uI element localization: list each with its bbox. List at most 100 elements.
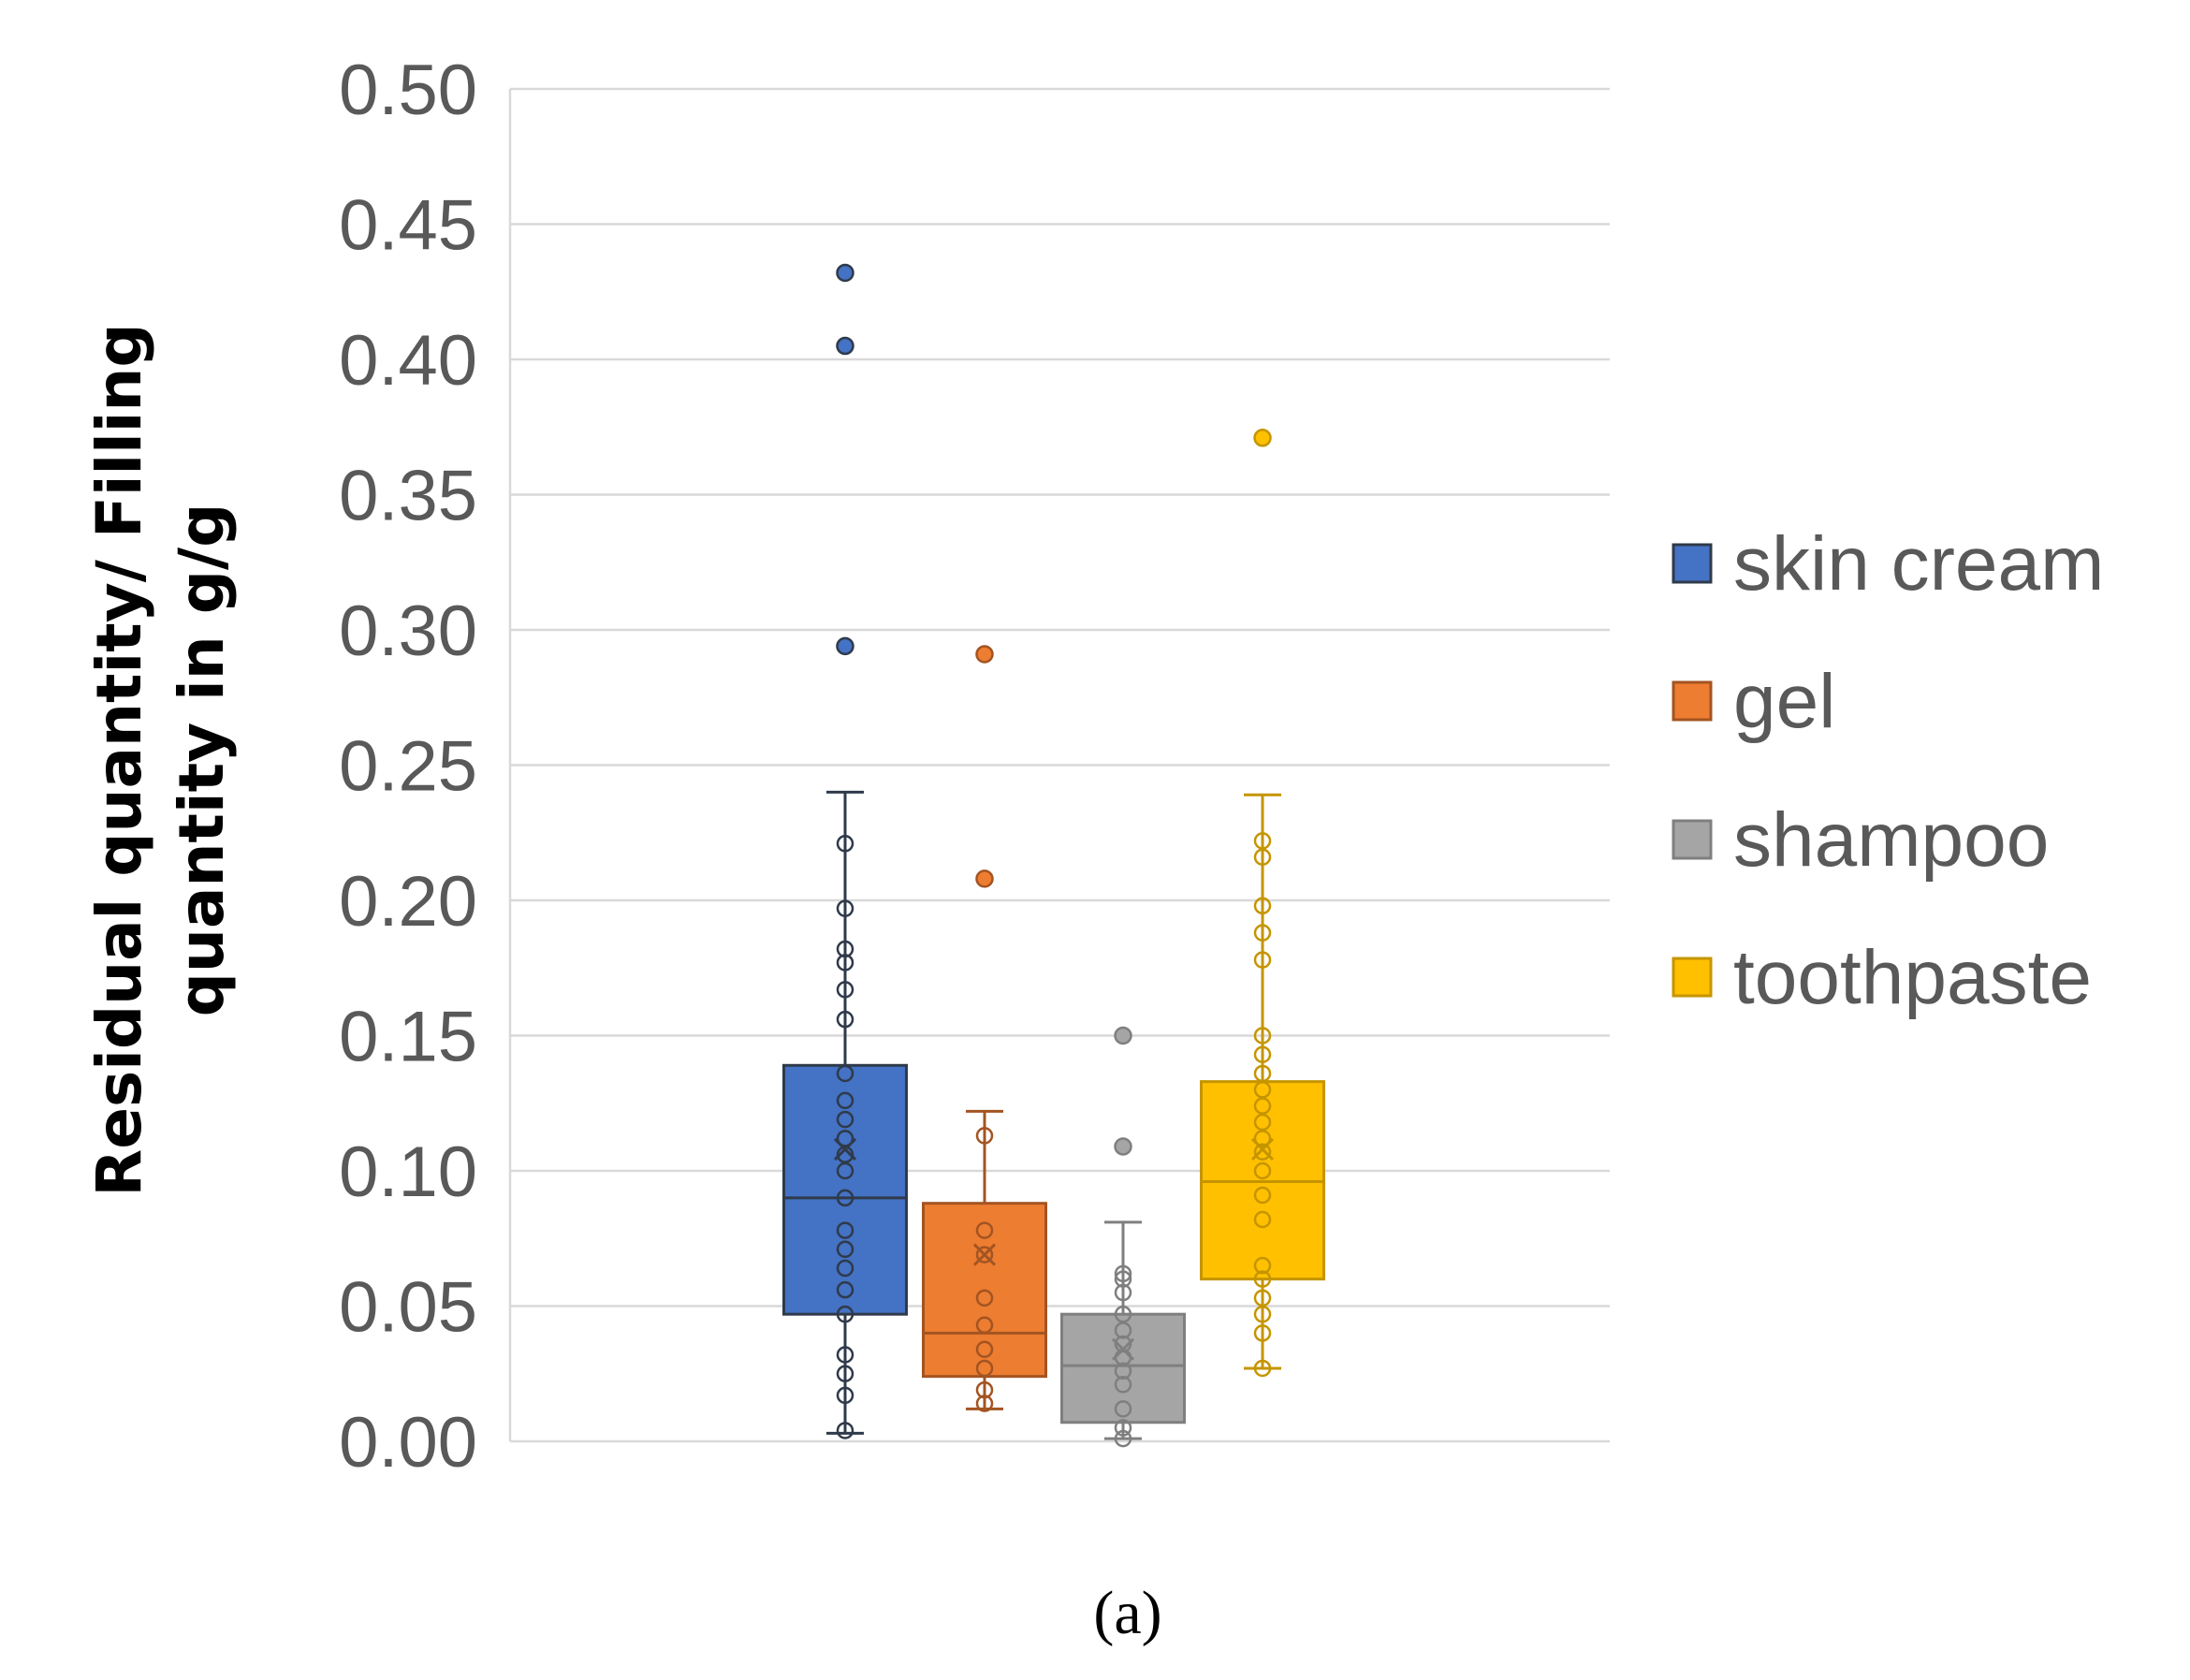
mean-marker-stroke <box>972 1243 997 1266</box>
data-point <box>836 954 854 971</box>
iqr-box <box>1060 1312 1186 1424</box>
y-tick-label: 0.15 <box>339 998 477 1077</box>
y-axis-title: Residual quantity/ Filling quantity in g/… <box>83 323 238 1196</box>
data-point <box>975 1395 994 1412</box>
data-point <box>975 1221 994 1239</box>
data-point <box>975 1127 994 1145</box>
y-tick-label: 0.30 <box>339 592 477 671</box>
data-point <box>1114 1362 1132 1381</box>
data-point <box>1253 951 1272 969</box>
data-point <box>1253 1270 1272 1288</box>
data-point <box>836 1346 854 1364</box>
data-point <box>836 940 854 958</box>
legend-swatch <box>1672 957 1713 998</box>
data-point <box>836 1010 854 1029</box>
legend-label: skin cream <box>1733 521 2104 606</box>
legend-swatch <box>1672 819 1713 860</box>
box-gel <box>922 645 1047 1412</box>
y-tick-label: 0.00 <box>339 1403 477 1483</box>
data-point <box>1253 848 1272 867</box>
data-point <box>1253 832 1272 850</box>
y-axis-ticks: 0.00 0.05 0.10 0.15 0.20 0.25 0.30 0.35 0.40 0.45… <box>339 51 477 1483</box>
data-point <box>836 1221 854 1239</box>
data-point <box>836 899 854 917</box>
outlier-point <box>1114 1137 1132 1156</box>
data-point <box>836 1189 854 1207</box>
legend-label: toothpaste <box>1733 935 2092 1020</box>
data-point <box>836 1259 854 1278</box>
data-point <box>1253 1256 1272 1275</box>
data-point <box>1253 1210 1272 1229</box>
mean-marker-stroke <box>833 1137 857 1161</box>
data-point <box>1253 1289 1272 1307</box>
data-point <box>1114 1270 1132 1288</box>
mean-marker <box>1111 1337 1135 1361</box>
data-point <box>1253 1081 1272 1099</box>
box-series <box>782 263 1325 1448</box>
data-point <box>836 1305 854 1323</box>
data-point <box>1114 1305 1132 1323</box>
data-point <box>1253 1113 1272 1132</box>
outlier-point <box>975 645 994 664</box>
data-point <box>1253 1324 1272 1342</box>
y-tick-label: 0.20 <box>339 862 477 942</box>
mean-marker <box>833 1137 857 1161</box>
data-point <box>1114 1335 1132 1353</box>
y-tick-label: 0.10 <box>339 1132 477 1212</box>
data-point <box>1114 1376 1132 1394</box>
data-point <box>1114 1419 1132 1437</box>
legend-label: gel <box>1733 659 1835 744</box>
data-point <box>1114 1429 1132 1448</box>
gridlines <box>508 87 1610 1443</box>
data-point <box>836 1280 854 1299</box>
mean-marker <box>972 1243 997 1266</box>
data-point <box>1253 1186 1272 1205</box>
mean-marker-stroke <box>1250 1137 1275 1161</box>
y-tick-label: 0.40 <box>339 321 477 401</box>
data-point <box>1114 1283 1132 1302</box>
data-point <box>1253 1045 1272 1063</box>
legend: skin cream gel shampoo toothpaste <box>1672 521 2104 1020</box>
y-axis-title-line: quantity in g/g <box>166 504 238 1017</box>
data-point <box>1114 1322 1132 1339</box>
data-point <box>1253 1130 1272 1147</box>
data-point <box>836 1130 854 1147</box>
mean-marker <box>1250 1137 1275 1161</box>
data-point <box>1253 1097 1272 1115</box>
data-point <box>1114 1264 1132 1283</box>
data-point <box>1253 924 1272 942</box>
data-point <box>836 1146 854 1163</box>
data-point <box>975 1340 994 1358</box>
data-point <box>1253 1161 1272 1180</box>
outlier-point <box>836 263 854 283</box>
data-point <box>836 1240 854 1259</box>
box-toothpaste <box>1200 429 1325 1378</box>
data-point <box>975 1246 994 1264</box>
legend-swatch <box>1672 680 1713 722</box>
outlier-point <box>975 869 994 888</box>
legend-swatch <box>1672 543 1713 584</box>
outlier-point <box>1253 429 1272 447</box>
y-axis-title-line: Residual quantity/ Filling <box>83 323 155 1196</box>
y-tick-label: 0.50 <box>339 51 477 130</box>
data-point <box>836 1365 854 1382</box>
y-tick-label: 0.45 <box>339 186 477 266</box>
data-point <box>975 1359 994 1378</box>
data-point <box>836 1386 854 1405</box>
data-point <box>1114 1400 1132 1418</box>
data-point <box>836 981 854 999</box>
data-point <box>975 1316 994 1334</box>
data-point <box>1253 1027 1272 1045</box>
data-point <box>836 1161 854 1180</box>
data-point <box>1253 897 1272 915</box>
legend-item: skin cream <box>1672 521 2104 606</box>
outlier-point <box>836 636 854 656</box>
data-point <box>836 1422 854 1439</box>
data-point <box>1253 1064 1272 1083</box>
data-point <box>1253 1359 1272 1378</box>
y-tick-label: 0.35 <box>339 457 477 536</box>
data-point <box>975 1381 994 1399</box>
outlier-point <box>836 336 854 356</box>
data-point <box>1253 1305 1272 1323</box>
